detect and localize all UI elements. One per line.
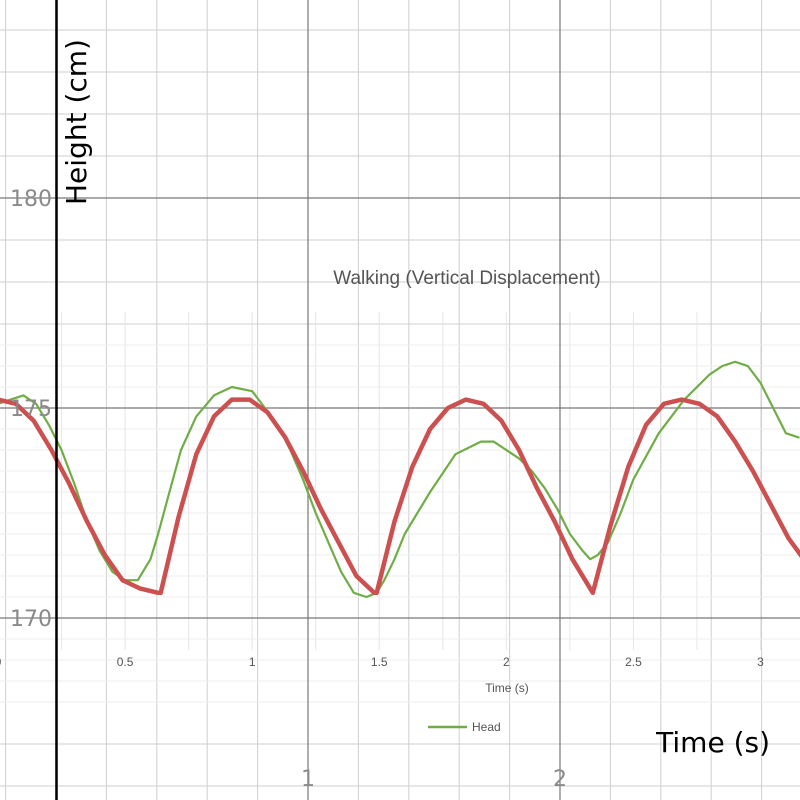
inner-x-tick-label: 2 xyxy=(503,655,510,669)
x-axis-label: Time (s) xyxy=(655,726,770,759)
model-series-line xyxy=(0,397,800,596)
outer-y-tick-label: 180 xyxy=(10,187,52,212)
outer-y-tick-label: 175 xyxy=(10,397,52,422)
inner-x-tick-label: 2.5 xyxy=(625,655,642,669)
series-layer xyxy=(0,360,800,599)
inner-x-tick-labels: 0 0.5 1 1.5 2 2.5 3 xyxy=(0,655,764,669)
outer-y-tick-label: 170 xyxy=(10,607,52,632)
outer-x-tick-label: 1 xyxy=(301,767,315,792)
legend: Head xyxy=(428,720,501,734)
inner-x-axis-label: Time (s) xyxy=(485,681,529,695)
outer-x-tick-label: 2 xyxy=(553,767,567,792)
inner-x-tick-label: 1 xyxy=(249,655,256,669)
outer-y-tick-labels: 170 175 180 xyxy=(10,187,52,632)
legend-head-label: Head xyxy=(472,720,501,734)
inner-x-tick-label: 3 xyxy=(757,655,764,669)
inner-x-tick-label: 1.5 xyxy=(371,655,388,669)
y-axis-label: Height (cm) xyxy=(60,39,93,205)
inner-x-tick-label: 0 xyxy=(0,655,2,669)
inner-x-tick-label: 0.5 xyxy=(117,655,134,669)
inner-chart-grid xyxy=(0,312,800,703)
inner-chart-title: Walking (Vertical Displacement) xyxy=(333,268,601,289)
